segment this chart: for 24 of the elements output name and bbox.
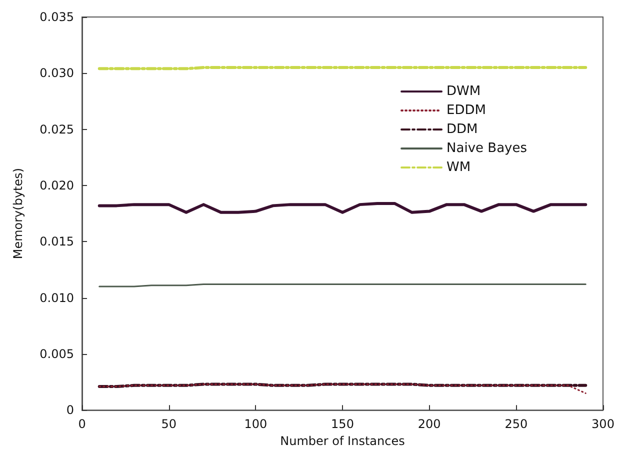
x-tick-label: 300	[592, 417, 614, 432]
x-axis-title: Number of Instances	[280, 434, 405, 448]
x-tick-label: 0	[78, 417, 86, 432]
legend-label: DDM	[446, 122, 478, 137]
line-series	[98, 202, 588, 214]
y-tick-label: 0.035	[40, 10, 74, 24]
y-tick-label: 0.005	[40, 346, 74, 361]
y-tick-label: 0.015	[40, 234, 74, 249]
y-axis-title: Memory(bytes)	[11, 168, 25, 260]
legend-label: Naive Bayes	[446, 141, 528, 156]
legend-label: DWM	[446, 84, 481, 99]
y-tick-label: 0.010	[40, 290, 74, 305]
legend-label: EDDM	[446, 103, 486, 118]
x-tick-label: 100	[244, 417, 268, 432]
x-tick-label: 200	[418, 417, 441, 432]
y-tick-label: 0.020	[40, 178, 74, 192]
line-series	[98, 384, 586, 394]
x-tick-label: 250	[504, 417, 528, 432]
y-tick-label: 0.030	[40, 66, 74, 80]
legend-label: WM	[446, 160, 471, 175]
y-tick-label: 0	[66, 403, 74, 418]
y-tick-label: 0.025	[40, 122, 74, 136]
x-tick-label: 50	[161, 417, 176, 432]
x-tick-label: 150	[331, 417, 354, 432]
